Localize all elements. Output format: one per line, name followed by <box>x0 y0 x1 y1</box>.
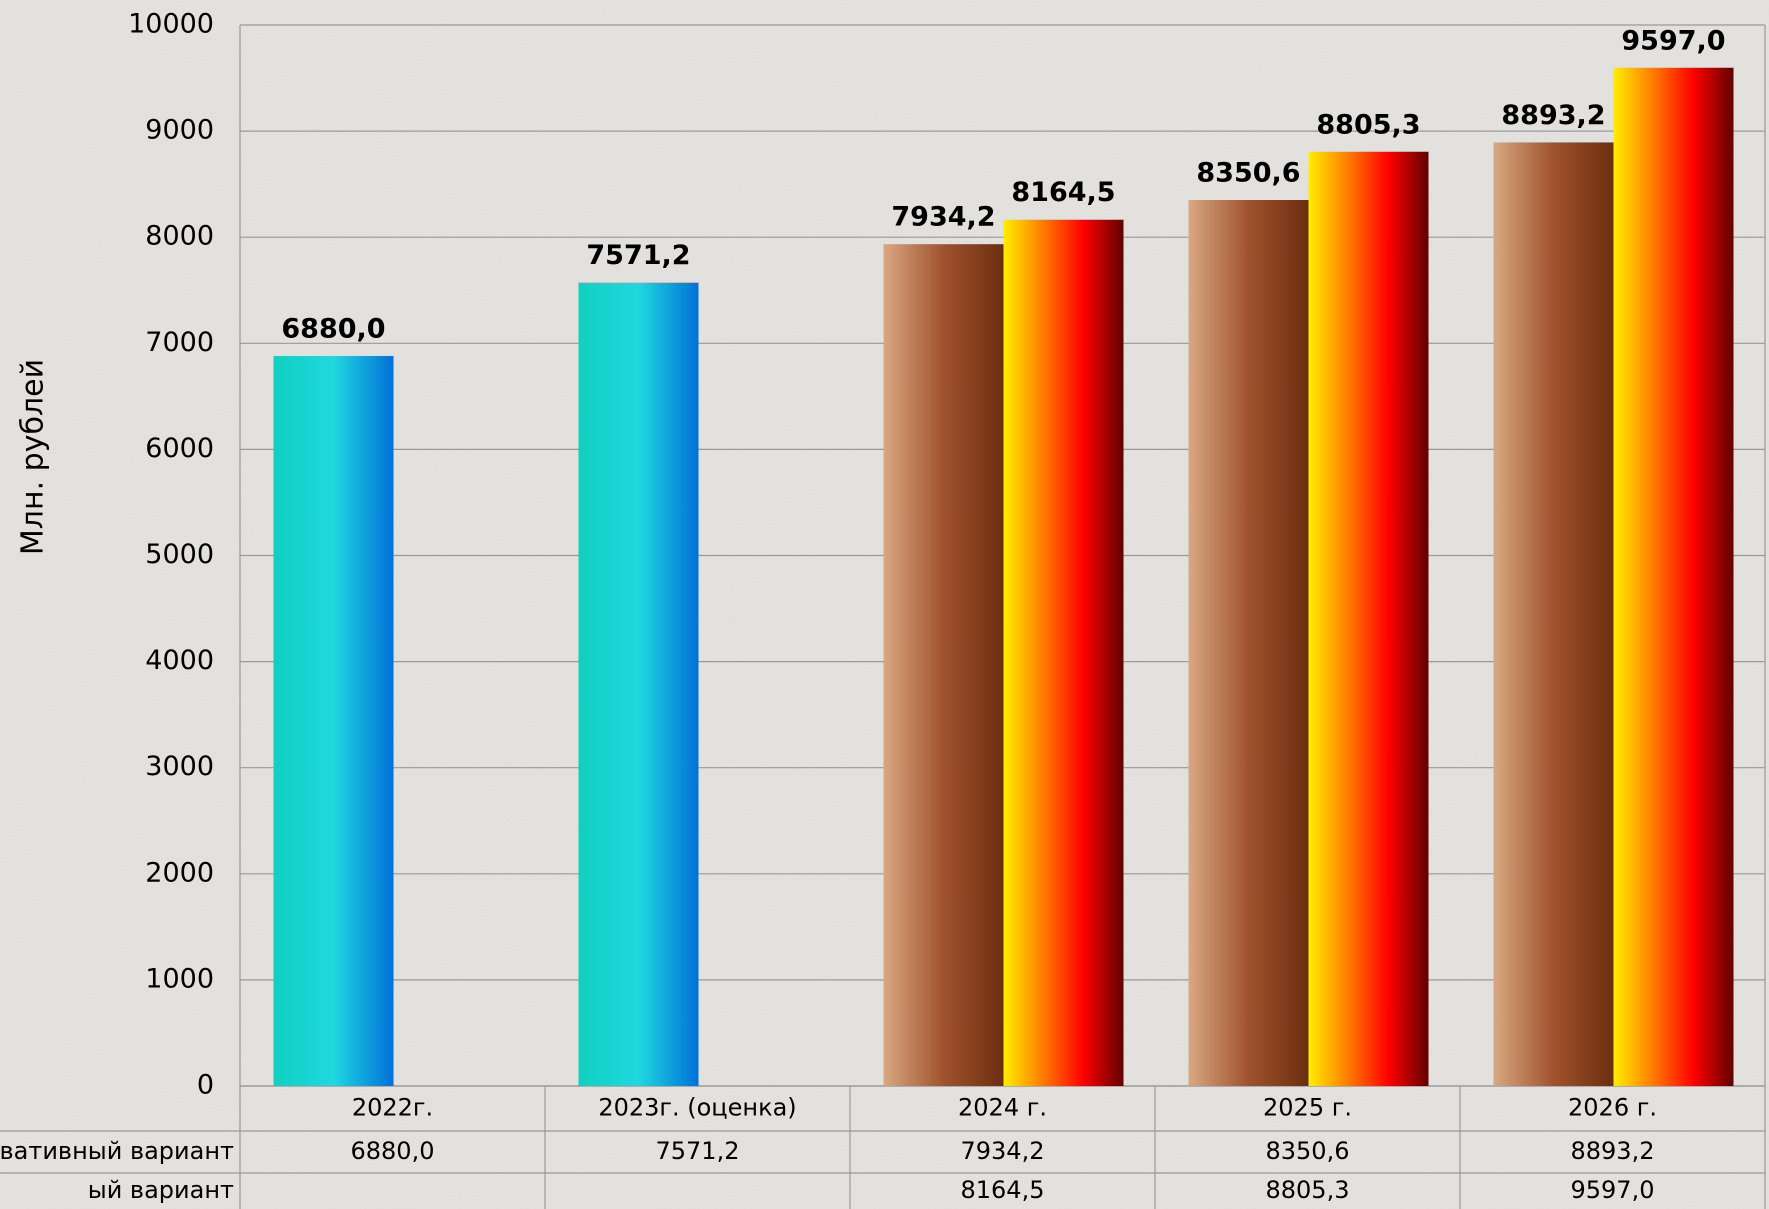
bar <box>1613 67 1734 1086</box>
bar <box>273 356 394 1087</box>
bar <box>883 244 1004 1086</box>
x-tick-label: 2022г. <box>352 1094 433 1122</box>
bar <box>1188 200 1309 1086</box>
table-cell: 7571,2 <box>656 1137 740 1165</box>
y-axis-label: Млн. рублей <box>16 359 51 555</box>
x-tick-label: 2026 г. <box>1568 1094 1657 1122</box>
y-tick-label: 9000 <box>145 115 214 146</box>
data-label: 8164,5 <box>1011 177 1115 208</box>
table-cell: 6880,0 <box>351 1137 435 1165</box>
data-label: 8805,3 <box>1316 109 1420 140</box>
y-tick-label: 10000 <box>128 9 214 40</box>
y-tick-label: 7000 <box>145 327 214 358</box>
y-tick-label: 4000 <box>145 645 214 676</box>
table-cell: 8350,6 <box>1266 1137 1350 1165</box>
data-label: 7571,2 <box>586 240 690 271</box>
table-cell: 8893,2 <box>1571 1137 1655 1165</box>
data-label: 8350,6 <box>1196 158 1300 189</box>
table-cell: 8164,5 <box>961 1176 1045 1204</box>
x-tick-label: 2024 г. <box>958 1094 1047 1122</box>
bar <box>1493 142 1614 1087</box>
y-tick-label: 6000 <box>145 433 214 464</box>
y-tick-label: 2000 <box>145 857 214 888</box>
y-tick-label: 1000 <box>145 963 214 994</box>
x-tick-label: 2025 г. <box>1263 1094 1352 1122</box>
data-label: 9597,0 <box>1621 25 1725 56</box>
legend-label: овативный вариант <box>0 1137 234 1165</box>
y-tick-label: 8000 <box>145 221 214 252</box>
bar <box>1003 219 1124 1086</box>
y-tick-label: 0 <box>197 1070 214 1101</box>
bar <box>1308 151 1429 1086</box>
x-tick-label: 2023г. (оценка) <box>598 1094 796 1122</box>
y-tick-label: 5000 <box>145 539 214 570</box>
table-cell: 7934,2 <box>961 1137 1045 1165</box>
data-label: 7934,2 <box>891 202 995 233</box>
legend-label: ый вариант <box>88 1176 234 1204</box>
y-tick-label: 3000 <box>145 751 214 782</box>
table-cell: 8805,3 <box>1266 1176 1350 1204</box>
data-label: 8893,2 <box>1501 100 1605 131</box>
data-label: 6880,0 <box>281 314 385 345</box>
table-cell: 9597,0 <box>1571 1176 1655 1204</box>
bar <box>578 282 699 1086</box>
